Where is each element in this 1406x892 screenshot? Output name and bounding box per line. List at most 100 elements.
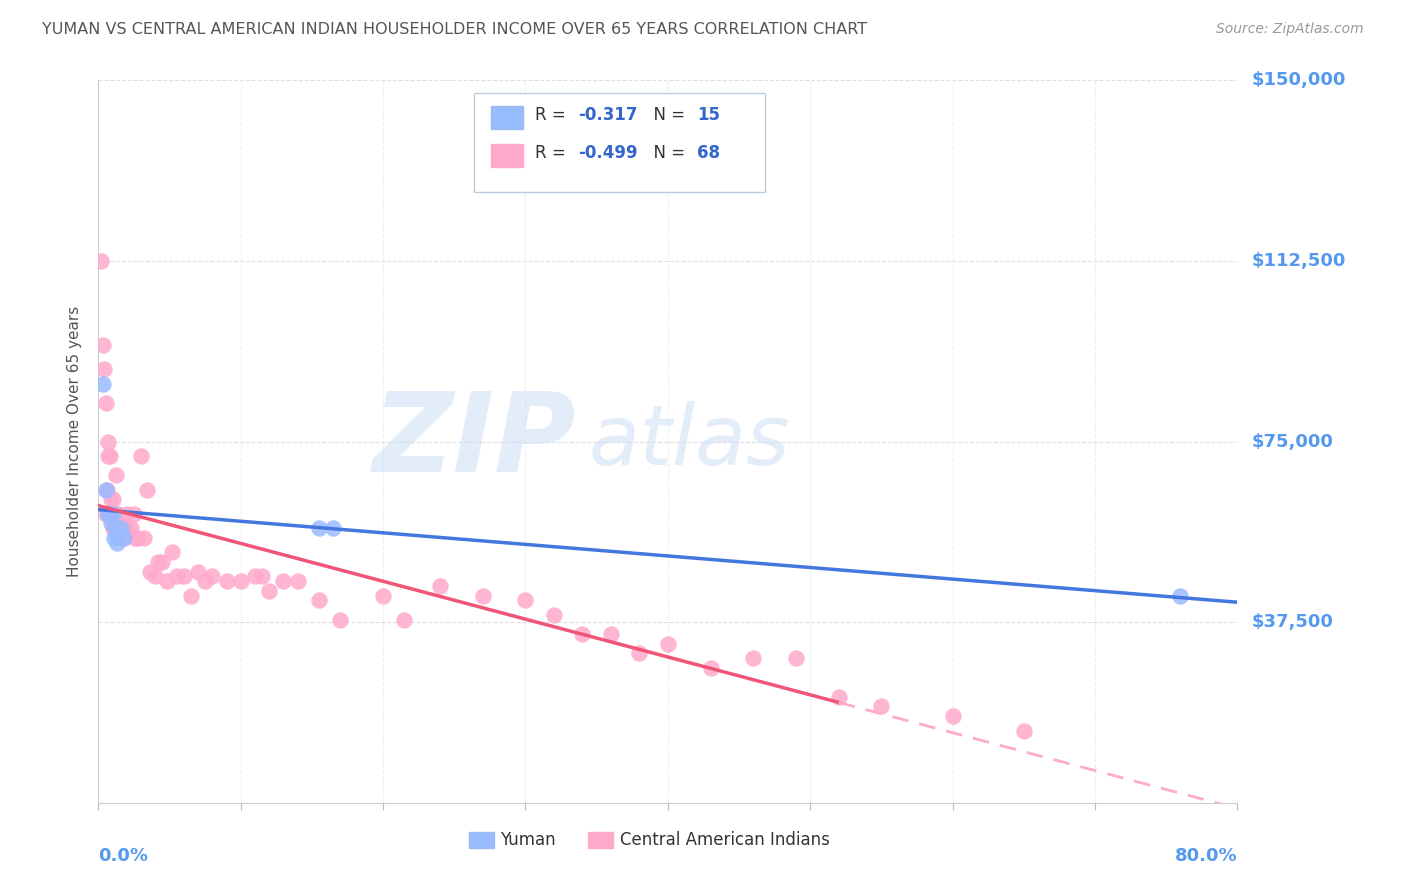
Point: [110, 531, 132, 545]
Point: [250, 569, 273, 583]
Text: atlas: atlas: [588, 401, 790, 482]
Point: [94, 507, 117, 521]
Text: $112,500: $112,500: [1251, 252, 1346, 270]
Point: [329, 613, 352, 627]
Point: [229, 574, 252, 589]
Point: [600, 627, 623, 641]
Point: [122, 507, 145, 521]
Point: [187, 565, 209, 579]
Text: $37,500: $37,500: [1251, 613, 1333, 632]
Point: [97, 434, 120, 449]
Point: [132, 531, 155, 545]
Point: [105, 507, 128, 521]
Point: [104, 526, 127, 541]
Point: [322, 521, 344, 535]
Point: [429, 579, 451, 593]
Point: [94, 483, 117, 497]
Point: [471, 589, 494, 603]
Point: [120, 521, 142, 535]
Text: 80.0%: 80.0%: [1174, 847, 1237, 865]
Point: [215, 574, 238, 589]
Text: R =: R =: [534, 106, 571, 124]
Point: [90, 253, 112, 268]
Point: [104, 468, 127, 483]
Text: 0.0%: 0.0%: [98, 847, 149, 865]
Point: [100, 516, 122, 531]
Point: [101, 521, 124, 535]
Point: [742, 651, 765, 665]
Point: [93, 362, 115, 376]
Point: [138, 565, 160, 579]
Point: [107, 507, 129, 521]
Point: [108, 516, 131, 531]
Point: [115, 507, 138, 521]
Point: [97, 507, 120, 521]
Point: [308, 593, 330, 607]
Point: [94, 396, 117, 410]
Point: [657, 637, 679, 651]
Point: [785, 651, 807, 665]
FancyBboxPatch shape: [468, 832, 494, 848]
FancyBboxPatch shape: [491, 144, 523, 167]
FancyBboxPatch shape: [474, 93, 765, 193]
Point: [308, 521, 330, 535]
Point: [394, 613, 416, 627]
Point: [91, 376, 114, 391]
Point: [1170, 589, 1192, 603]
Point: [98, 507, 121, 521]
Point: [273, 574, 295, 589]
Point: [97, 449, 120, 463]
Point: [166, 569, 188, 583]
Point: [112, 531, 135, 545]
Point: [98, 449, 121, 463]
Point: [180, 589, 202, 603]
Point: [571, 627, 593, 641]
Point: [114, 521, 136, 535]
Point: [101, 492, 124, 507]
Text: 68: 68: [697, 144, 720, 161]
Point: [194, 574, 217, 589]
Point: [135, 483, 157, 497]
Point: [373, 589, 395, 603]
Point: [543, 607, 565, 622]
Point: [515, 593, 537, 607]
Point: [110, 521, 132, 535]
Point: [628, 647, 651, 661]
Point: [100, 492, 122, 507]
Text: Yuman: Yuman: [501, 831, 555, 849]
Text: N =: N =: [643, 144, 690, 161]
Text: Source: ZipAtlas.com: Source: ZipAtlas.com: [1216, 22, 1364, 37]
Point: [103, 531, 125, 545]
Point: [112, 516, 135, 531]
Text: YUMAN VS CENTRAL AMERICAN INDIAN HOUSEHOLDER INCOME OVER 65 YEARS CORRELATION CH: YUMAN VS CENTRAL AMERICAN INDIAN HOUSEHO…: [42, 22, 868, 37]
Point: [118, 526, 141, 541]
Point: [828, 690, 851, 704]
Point: [152, 555, 174, 569]
Text: R =: R =: [534, 144, 571, 161]
Point: [156, 574, 179, 589]
Point: [243, 569, 266, 583]
Point: [103, 521, 125, 535]
FancyBboxPatch shape: [588, 832, 613, 848]
Point: [942, 709, 965, 723]
Text: -0.317: -0.317: [578, 106, 637, 124]
Point: [173, 569, 195, 583]
FancyBboxPatch shape: [491, 106, 523, 129]
Point: [162, 545, 184, 559]
Point: [111, 531, 134, 545]
Point: [145, 569, 167, 583]
Text: ZIP: ZIP: [373, 388, 576, 495]
Point: [91, 338, 114, 352]
Text: N =: N =: [643, 106, 690, 124]
Text: 15: 15: [697, 106, 720, 124]
Point: [148, 555, 170, 569]
Point: [870, 699, 893, 714]
Point: [287, 574, 309, 589]
Point: [124, 531, 146, 545]
Point: [129, 449, 152, 463]
Point: [96, 483, 118, 497]
Text: $150,000: $150,000: [1251, 71, 1346, 89]
Point: [259, 583, 281, 598]
Text: -0.499: -0.499: [578, 144, 637, 161]
Point: [105, 535, 128, 549]
